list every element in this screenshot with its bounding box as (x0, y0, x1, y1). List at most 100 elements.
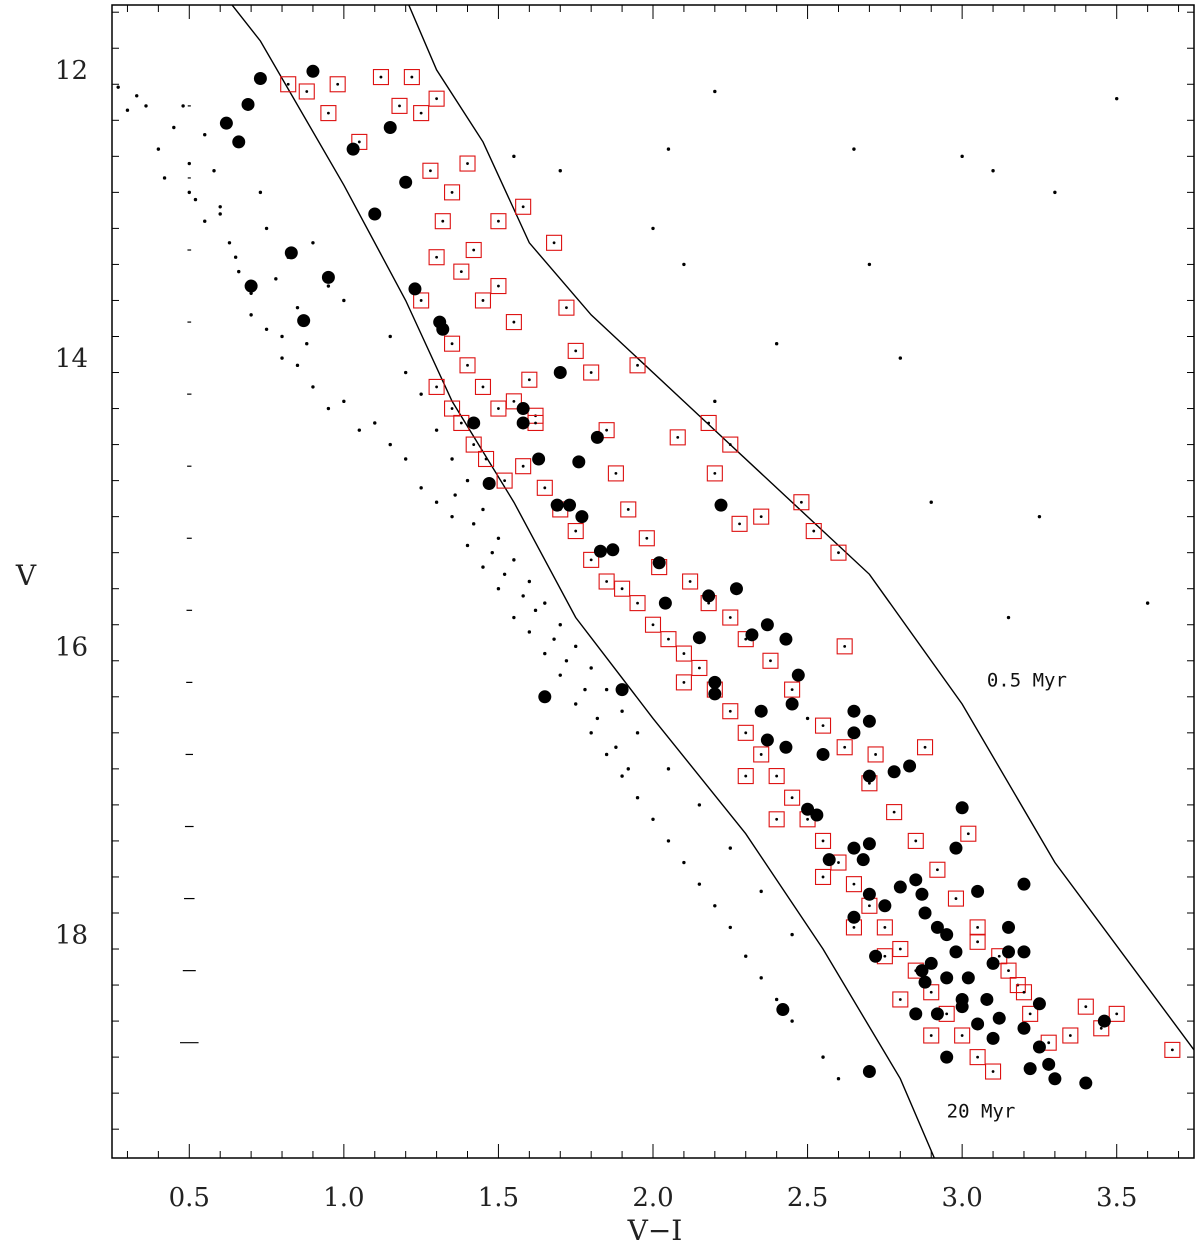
filled-circle-point (297, 314, 311, 328)
small-dot-point (713, 89, 717, 94)
filled-circle-point (847, 910, 861, 924)
small-dot-point (434, 500, 439, 504)
filled-circle-point (399, 175, 413, 189)
small-dot-point (595, 716, 600, 721)
open-square-point (413, 105, 430, 122)
small-dot-point (465, 478, 470, 483)
square-center-dot (883, 954, 887, 958)
open-square-point (1062, 1027, 1079, 1044)
open-square-point (923, 984, 940, 1001)
open-square-point (474, 378, 492, 395)
small-dot-point (744, 954, 748, 958)
small-dot-point (604, 687, 609, 692)
small-dot-point (342, 399, 346, 404)
square-center-dot (543, 486, 547, 490)
open-square-point (762, 652, 779, 669)
open-square-point (444, 184, 461, 201)
filled-circle-point (924, 956, 938, 970)
small-dot-point (496, 587, 501, 591)
open-square-point (784, 789, 801, 806)
filled-circle-point (940, 1050, 954, 1064)
isochrone-label: 20 Myr (947, 1101, 1016, 1123)
small-dot-point (326, 284, 331, 288)
filled-circle-point (909, 873, 923, 887)
small-dot-point (172, 125, 176, 130)
square-center-dot (676, 435, 680, 439)
open-square-point (768, 811, 785, 828)
small-dot-point (264, 226, 269, 231)
square-center-dot (843, 644, 847, 648)
axis-labels: V−I V (15, 559, 682, 1247)
square-center-dot (837, 861, 840, 864)
square-center-dot (997, 954, 1001, 958)
open-square-point (969, 1049, 986, 1066)
open-square-point (638, 530, 655, 547)
small-dot-point (728, 846, 732, 850)
open-square-point (1164, 1041, 1181, 1058)
filled-circle-point (903, 759, 917, 773)
open-square-point (453, 263, 470, 280)
square-center-dot (728, 709, 732, 713)
open-square-point (1000, 962, 1017, 979)
small-dot-point (144, 104, 148, 108)
square-center-dot (429, 169, 432, 173)
filled-circle-point (408, 282, 422, 296)
open-square-point (567, 342, 584, 359)
y-tick-label: 16 (55, 632, 88, 662)
square-center-dot (954, 897, 958, 900)
square-center-dot (843, 745, 847, 749)
filled-circle-point (550, 498, 564, 512)
small-dot-point (713, 399, 717, 404)
filled-circle-point (961, 971, 975, 985)
square-center-dot (852, 882, 856, 886)
square-center-dot (852, 926, 856, 929)
small-dot-point (929, 500, 933, 504)
small-dot-point (574, 702, 578, 706)
filled-circle-point (971, 884, 985, 898)
square-center-dot (589, 371, 593, 374)
open-square-point (629, 357, 646, 374)
filled-circle-point (949, 945, 963, 959)
small-dot-point (450, 457, 454, 461)
square-center-dot (565, 306, 568, 310)
x-tick-label: 3.5 (1096, 1183, 1137, 1213)
filled-circle-point (590, 430, 604, 444)
square-center-dot (327, 111, 330, 115)
open-square-point (478, 450, 495, 468)
filled-circle-point (986, 956, 1000, 970)
isochrone-line (231, 5, 936, 1158)
square-center-dot (305, 90, 309, 93)
square-center-dot (991, 1070, 995, 1073)
square-center-dot (914, 839, 918, 843)
open-square-point (444, 400, 461, 417)
small-dot-point (233, 255, 238, 259)
filled-circle-point (606, 543, 620, 557)
small-dot-point (116, 85, 120, 89)
open-square-point (607, 465, 624, 482)
square-center-dot (1022, 990, 1026, 994)
open-square-point (793, 494, 810, 511)
small-dot-point (403, 370, 408, 375)
x-tick-label: 1.0 (323, 1183, 364, 1213)
square-center-dot (286, 82, 290, 86)
square-center-dot (945, 1012, 949, 1016)
small-dot-point (666, 147, 671, 151)
filled-circle-point (745, 628, 759, 642)
small-dot-point (125, 108, 130, 112)
filled-circle-point (847, 726, 861, 740)
small-dot-point (311, 385, 315, 389)
filled-circle-point (714, 498, 728, 512)
square-center-dot (682, 680, 686, 684)
filled-circle-point (785, 697, 799, 711)
square-center-dot (512, 320, 516, 324)
open-square-point (505, 393, 522, 410)
open-square-point (876, 919, 893, 936)
small-dot-point (274, 277, 278, 281)
open-square-point (814, 832, 832, 849)
square-center-dot (620, 587, 624, 591)
filled-circle-point (1017, 945, 1031, 959)
open-square-point (474, 292, 492, 309)
open-square-point (459, 357, 476, 374)
open-square-point (706, 465, 723, 482)
small-dot-point (728, 925, 732, 930)
